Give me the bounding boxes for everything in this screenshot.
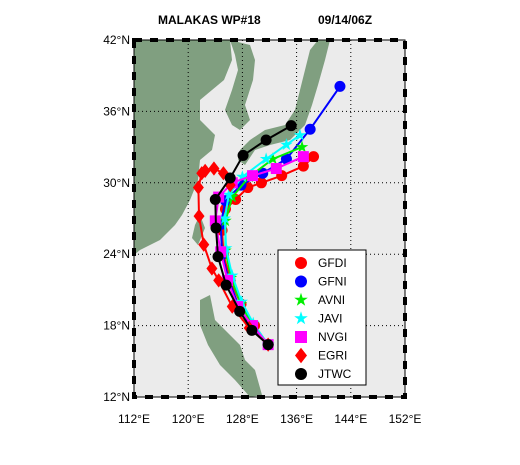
legend <box>277 249 367 386</box>
x-tick-label: 144°E <box>334 412 367 426</box>
y-tick-label: 12°N <box>103 390 130 404</box>
marker <box>304 123 316 135</box>
marker <box>226 299 238 314</box>
marker <box>294 292 308 306</box>
legend-label: EGRI <box>318 349 347 363</box>
frame-edge <box>133 39 406 398</box>
marker <box>193 208 205 224</box>
legend-entries: GFDI GFNI AVNI JAVI NVGI EGRI JTWC <box>294 256 352 381</box>
marker <box>209 193 221 205</box>
legend-label: JTWC <box>318 367 352 381</box>
marker <box>237 149 249 161</box>
marker <box>308 151 320 163</box>
marker <box>192 180 204 195</box>
marker <box>247 170 259 182</box>
marker <box>208 161 220 176</box>
marker <box>270 163 282 175</box>
marker <box>206 261 218 276</box>
x-tick-label: 120°E <box>172 412 205 426</box>
marker <box>295 347 307 364</box>
marker <box>260 134 272 146</box>
chart-title: MALAKAS WP#18 <box>158 13 261 27</box>
marker <box>212 251 224 263</box>
marker <box>220 279 232 291</box>
marker <box>295 257 307 269</box>
marker <box>297 151 309 163</box>
marker <box>222 188 236 200</box>
marker <box>293 128 307 141</box>
legend-label: NVGI <box>318 330 347 344</box>
marker <box>210 222 222 234</box>
tracks <box>192 80 346 352</box>
marker <box>295 140 309 153</box>
marker <box>297 160 309 172</box>
marker <box>294 311 308 325</box>
marker <box>246 324 258 336</box>
marker <box>259 152 273 165</box>
x-tick-label: 152°E <box>389 412 422 426</box>
legend-label: AVNI <box>318 293 345 307</box>
x-tick-label: 112°E <box>118 412 150 426</box>
legend-label: GFDI <box>318 256 347 270</box>
x-tick-label: 136°E <box>280 412 313 426</box>
y-tick-label: 42°N <box>103 33 130 47</box>
marker <box>199 163 211 179</box>
marker <box>295 368 307 380</box>
marker <box>295 275 307 288</box>
marker <box>226 190 239 203</box>
x-tick-label: 128°E <box>226 412 259 426</box>
legend-label: JAVI <box>318 312 342 326</box>
marker <box>280 138 293 151</box>
chart-subtitle: 09/14/06Z <box>318 13 372 27</box>
marker <box>236 170 249 183</box>
marker <box>285 120 297 132</box>
y-tick-label: 24°N <box>103 247 130 261</box>
marker <box>255 177 267 189</box>
land <box>134 40 330 397</box>
marker <box>198 237 210 252</box>
y-tick-label: 18°N <box>103 319 130 333</box>
y-tick-label: 30°N <box>103 176 130 190</box>
marker <box>266 152 280 165</box>
marker <box>295 331 307 343</box>
marker <box>262 339 274 351</box>
marker <box>218 211 232 224</box>
marker <box>234 305 246 317</box>
marker <box>224 172 236 184</box>
marker <box>334 80 346 92</box>
y-tick-label: 36°N <box>103 104 130 118</box>
legend-label: GFNI <box>318 275 347 289</box>
marker <box>213 273 225 288</box>
